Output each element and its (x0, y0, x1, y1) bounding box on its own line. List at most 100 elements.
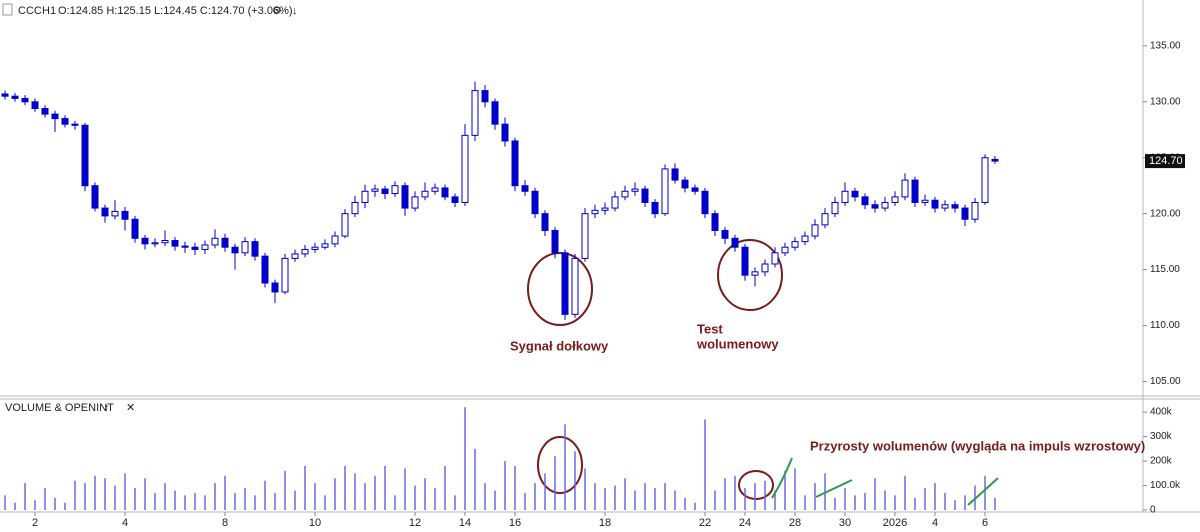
candle-body (441, 187, 449, 198)
candle-body (521, 185, 529, 192)
candle-body (931, 199, 939, 209)
candle-body (821, 213, 829, 226)
x-tick-label: 22 (699, 517, 711, 529)
candle-body (771, 252, 779, 265)
candle-body (291, 253, 299, 259)
candle-body (91, 185, 99, 209)
candle-body (11, 95, 19, 99)
x-tick-label: 18 (599, 517, 611, 529)
close-icon[interactable]: ✕ (126, 402, 135, 414)
candle-body (991, 158, 999, 162)
y-tick-label: 135.00 (1150, 41, 1181, 52)
x-tick-label: 28 (789, 517, 801, 529)
candle-body (481, 90, 489, 103)
candle-body (421, 190, 429, 198)
candle-body (311, 246, 319, 250)
candle-body (121, 210, 129, 220)
candle-body (21, 97, 29, 103)
candle-body (801, 235, 809, 243)
highlight-circle (738, 470, 774, 500)
x-tick-label: 2 (32, 517, 38, 529)
candle-body (841, 190, 849, 203)
marks: 105.00110.00115.00120.00125.00130.00135.… (1, 41, 1185, 529)
candle-body (671, 168, 679, 181)
candle-body (901, 179, 909, 198)
candle-body (911, 179, 919, 203)
candle-body (331, 235, 339, 245)
candle-body (741, 246, 749, 276)
trend-stroke (771, 457, 793, 499)
candle-body (651, 201, 659, 215)
candle-body (981, 157, 989, 203)
candle-body (871, 204, 879, 209)
candle-body (411, 196, 419, 209)
candle-body (721, 229, 729, 239)
candle-body (881, 201, 889, 209)
candle-body (751, 271, 759, 276)
pane-title: VOLUME & OPENINT (5, 402, 114, 414)
candle-body (301, 248, 309, 255)
trend-stroke (815, 479, 853, 498)
candle-body (251, 241, 259, 257)
down-arrow-icon[interactable]: ↓ (292, 5, 298, 17)
candle-body (731, 237, 739, 248)
last-price-label: 124.70 (1149, 155, 1183, 167)
candle-body (641, 188, 649, 203)
candle-body (941, 204, 949, 209)
candle-body (761, 263, 769, 273)
trend-stroke (967, 477, 999, 506)
candle-body (951, 204, 959, 209)
candle-body (711, 213, 719, 231)
y-tick-label: 115.00 (1150, 264, 1180, 275)
candle-body (661, 168, 669, 215)
candle-body (631, 188, 639, 192)
candle-body (591, 209, 599, 215)
candle-body (201, 244, 209, 250)
x-tick-label: 6 (982, 517, 988, 529)
candle-body (891, 196, 899, 203)
highlight-circle (717, 239, 783, 311)
candle-body (381, 188, 389, 195)
annotation: Sygnał dołkowy (510, 338, 609, 353)
candle-body (321, 243, 329, 248)
candle-body (171, 240, 179, 247)
y-tick-label: 400k (1150, 407, 1173, 418)
x-tick-label: 8 (222, 517, 228, 529)
candle-body (501, 123, 509, 142)
candle-body (431, 187, 439, 192)
y-tick-label: 200k (1150, 456, 1173, 467)
candle-body (111, 210, 119, 217)
candle-body (221, 237, 229, 248)
trend-strokes (771, 457, 999, 506)
x-tick-label: 4 (932, 517, 938, 529)
x-tick-label: 16 (509, 517, 521, 529)
x-tick-label: 10 (309, 517, 321, 529)
candle-body (191, 246, 199, 250)
candle-body (491, 101, 499, 125)
candle-body (211, 237, 219, 246)
candle-body (231, 246, 239, 254)
candle-body (351, 201, 359, 215)
x-tick-label: 14 (459, 517, 471, 529)
candle-body (81, 124, 89, 187)
collapse-button[interactable] (2, 3, 13, 16)
candle-body (101, 207, 109, 217)
candle-body (451, 196, 459, 203)
candle-body (401, 185, 409, 209)
candle-body (791, 241, 799, 248)
candle-body (41, 108, 49, 115)
candle-body (391, 185, 399, 195)
candle-body (681, 179, 689, 189)
candle-body (341, 213, 349, 237)
move-up-icon[interactable]: ↑ (104, 402, 110, 414)
annotation: Przyrosty wolumenów (wygląda na impuls w… (810, 438, 1145, 453)
x-tick-label: 30 (839, 517, 851, 529)
settings-icon[interactable]: ⚙ (272, 5, 282, 17)
last-price-tag (1145, 154, 1185, 169)
y-tick-label: 300k (1150, 431, 1173, 442)
candle-body (271, 282, 279, 293)
candle-body (571, 257, 579, 315)
candle-body (561, 252, 569, 315)
candle-body (531, 190, 539, 215)
candle-body (701, 190, 709, 215)
